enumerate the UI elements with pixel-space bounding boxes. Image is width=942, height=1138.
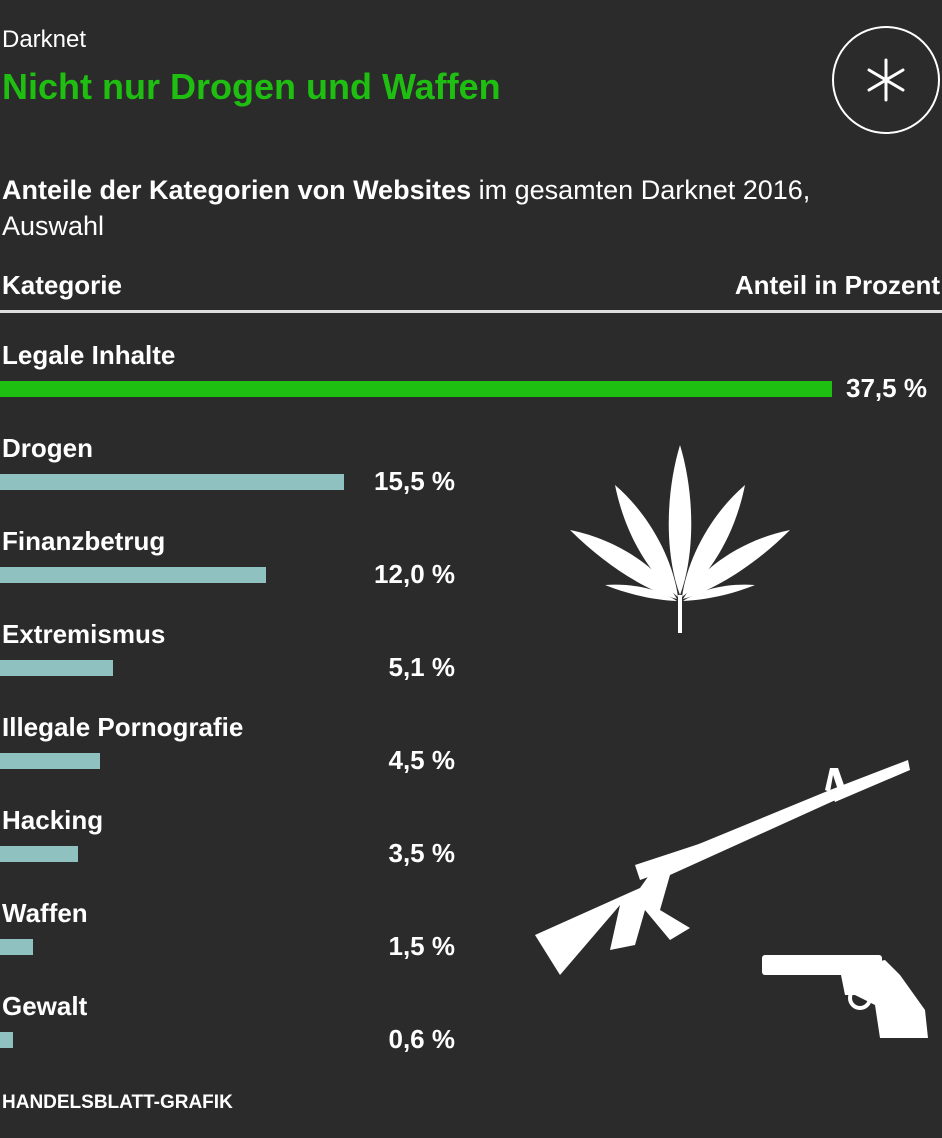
category-label: Waffen <box>2 898 88 928</box>
cannabis-leaf-icon <box>570 445 790 633</box>
value-label: 4,5 % <box>388 745 456 775</box>
revolver-icon <box>762 955 928 1038</box>
category-label: Finanzbetrug <box>2 526 166 556</box>
category-label: Extremismus <box>2 619 166 649</box>
bar <box>0 660 114 676</box>
category-label: Drogen <box>2 433 93 463</box>
bar <box>0 939 34 955</box>
value-label: 15,5 % <box>374 466 455 496</box>
bar <box>0 753 100 769</box>
asterisk-logo-icon <box>832 26 940 134</box>
chart-title: Nicht nur Drogen und Waffen <box>2 66 501 107</box>
bar <box>0 567 267 583</box>
value-label: 1,5 % <box>388 931 456 961</box>
column-header-value: Anteil in Prozent <box>734 270 940 300</box>
bar <box>0 474 344 490</box>
column-header-category: Kategorie <box>2 270 122 300</box>
source-credit: HANDELSBLATT-GRAFIK <box>2 1092 233 1113</box>
chart-subtitle: Anteile der Kategorien von Websites im g… <box>2 172 822 244</box>
bar <box>0 846 78 862</box>
category-label: Illegale Pornografie <box>2 712 244 742</box>
value-label: 37,5 % <box>846 373 927 403</box>
bar <box>0 1032 14 1048</box>
subtitle-bold: Anteile der Kategorien von Websites <box>2 175 472 205</box>
value-label: 3,5 % <box>388 838 456 868</box>
bar <box>0 381 832 397</box>
rifle-icon <box>535 760 910 975</box>
category-label: Gewalt <box>2 991 88 1021</box>
value-label: 5,1 % <box>388 652 456 682</box>
category-label: Legale Inhalte <box>2 340 176 370</box>
value-label: 0,6 % <box>388 1024 456 1054</box>
category-label: Hacking <box>2 805 104 835</box>
value-label: 12,0 % <box>374 559 455 589</box>
subtitle-rest: im gesamten Darknet 2016, Auswahl <box>2 175 811 241</box>
header-divider <box>0 310 942 313</box>
kicker: Darknet <box>2 26 87 53</box>
